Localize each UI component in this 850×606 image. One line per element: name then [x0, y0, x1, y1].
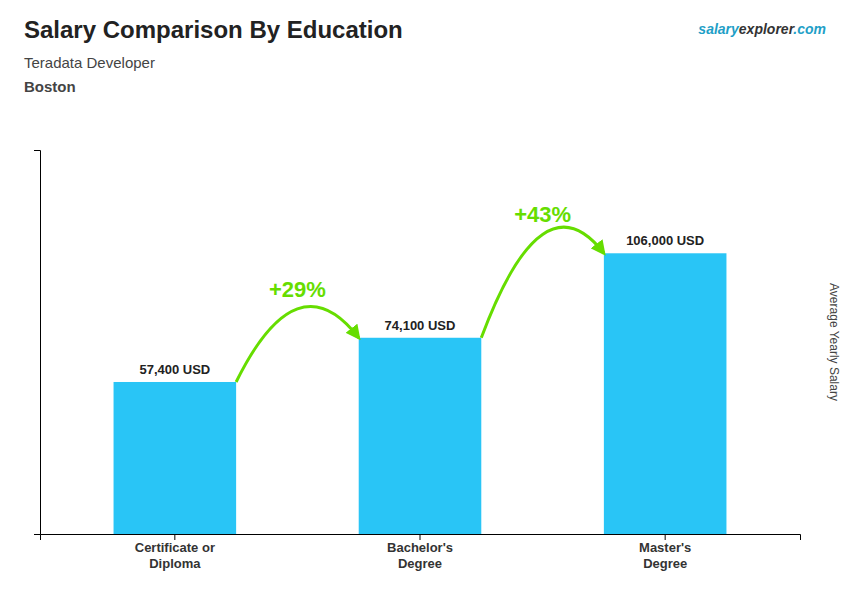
y-axis-line [34, 151, 41, 535]
subtitle: Teradata Developer [24, 54, 155, 71]
data-label: 57,400 USD [139, 362, 210, 377]
watermark-part: .com [793, 21, 826, 37]
watermark-part: salary [698, 21, 740, 37]
y-axis [34, 151, 41, 535]
x-axis-line [41, 535, 801, 541]
bar [114, 382, 237, 534]
data-labels: 57,400 USD 74,100 USD 106,000 USD [139, 233, 704, 377]
x-tick-label: Master'sDegree [639, 540, 691, 571]
subtitle: Boston [24, 78, 76, 95]
watermark-part: explorer [739, 21, 796, 37]
annotation: +29% [269, 277, 326, 302]
arrow [481, 227, 604, 338]
x-tick-label-line: Degree [643, 556, 687, 571]
plot: Certificate orDiplomaBachelor'sDegreeMas… [34, 151, 801, 571]
data-label: 106,000 USD [626, 233, 704, 248]
x-tick-mark [420, 534, 421, 540]
x-tick-label-line: Bachelor's [387, 540, 453, 555]
x-tick-mark [174, 534, 175, 540]
x-axis: Certificate orDiplomaBachelor'sDegreeMas… [41, 534, 801, 571]
arrow [236, 306, 359, 382]
data-label: 74,100 USD [385, 318, 456, 333]
x-tick-label-line: Degree [398, 556, 442, 571]
annotation: +43% [514, 202, 571, 227]
watermark: salaryexplorer.com [698, 21, 826, 37]
x-tick-label: Certificate orDiploma [135, 540, 215, 571]
title: Salary Comparison By Education [24, 16, 403, 43]
y-label: Average Yearly Salary [827, 283, 841, 401]
x-tick-label-line: Certificate or [135, 540, 215, 555]
x-tick: Certificate orDiploma [135, 534, 215, 571]
x-tick-label-line: Master's [639, 540, 691, 555]
chart: Salary Comparison By Education Teradata D… [0, 0, 850, 606]
bars [114, 253, 727, 534]
x-tick: Master'sDegree [639, 534, 691, 571]
x-tick-label: Bachelor'sDegree [387, 540, 453, 571]
bar [359, 338, 482, 534]
x-tick-label-line: Diploma [149, 556, 201, 571]
x-tick: Bachelor'sDegree [387, 534, 453, 571]
x-tick-mark [665, 534, 666, 540]
annotations: +29% +43% [236, 202, 604, 382]
bar [604, 253, 727, 534]
